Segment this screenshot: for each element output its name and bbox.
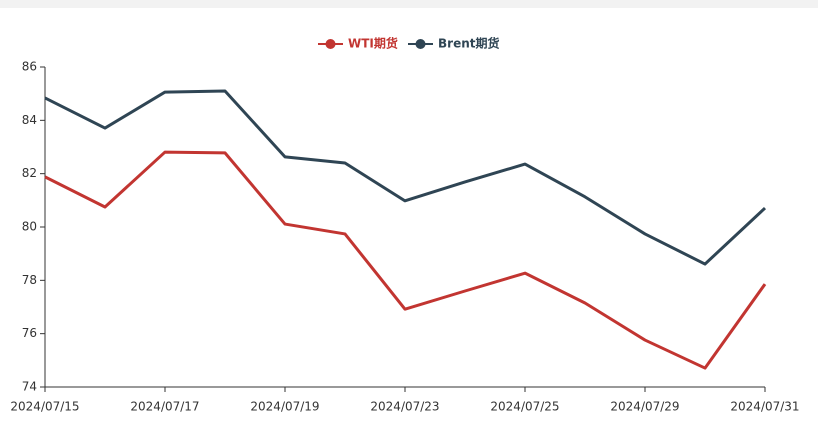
legend-marker	[415, 39, 426, 49]
top-bar	[0, 0, 818, 8]
legend-text: WTI期货	[348, 36, 398, 51]
x-tick-label: 2024/07/29	[610, 400, 679, 414]
x-tick-label: 2024/07/17	[130, 400, 199, 414]
y-tick-label: 76	[22, 326, 37, 340]
x-tick-label: 2024/07/15	[10, 400, 79, 414]
x-tick-label: 2024/07/25	[490, 400, 559, 414]
legend-marker	[325, 39, 336, 49]
legend-text: Brent期货	[438, 36, 499, 51]
y-tick-label: 84	[22, 113, 37, 127]
x-tick-label: 2024/07/19	[250, 400, 319, 414]
x-tick-label: 2024/07/23	[370, 400, 439, 414]
series-line	[44, 150, 767, 370]
y-tick-label: 82	[22, 166, 37, 180]
y-tick-label: 80	[22, 220, 37, 234]
series-line	[44, 89, 767, 266]
y-tick-label: 74	[22, 380, 37, 394]
y-tick-label: 86	[22, 60, 37, 74]
y-tick-label: 78	[22, 273, 37, 287]
x-tick-label: 2024/07/31	[730, 400, 799, 414]
